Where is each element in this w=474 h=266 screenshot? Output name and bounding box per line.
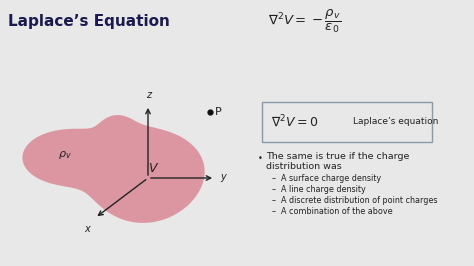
Text: $y$: $y$ [220, 172, 228, 184]
Text: P: P [215, 107, 222, 117]
Text: –  A surface charge density: – A surface charge density [272, 174, 381, 183]
Polygon shape [22, 115, 205, 223]
FancyBboxPatch shape [262, 102, 432, 142]
Text: Laplace’s equation: Laplace’s equation [353, 118, 438, 127]
Text: The same is true if the charge: The same is true if the charge [266, 152, 410, 161]
Text: •: • [258, 154, 263, 163]
Text: $\rho_v$: $\rho_v$ [58, 149, 72, 161]
Text: $x$: $x$ [84, 224, 92, 234]
Text: $\nabla^2 V = 0$: $\nabla^2 V = 0$ [271, 114, 319, 130]
Text: $\nabla^2 V = -\dfrac{\rho_v}{\epsilon_0}$: $\nabla^2 V = -\dfrac{\rho_v}{\epsilon_0… [268, 8, 341, 35]
Text: Laplace’s Equation: Laplace’s Equation [8, 14, 170, 29]
Text: $z$: $z$ [146, 90, 154, 100]
Text: –  A combination of the above: – A combination of the above [272, 207, 392, 216]
Text: distribution was: distribution was [266, 162, 342, 171]
Text: –  A line charge density: – A line charge density [272, 185, 366, 194]
Text: –  A discrete distribution of point charges: – A discrete distribution of point charg… [272, 196, 438, 205]
Text: $V$: $V$ [148, 161, 159, 174]
